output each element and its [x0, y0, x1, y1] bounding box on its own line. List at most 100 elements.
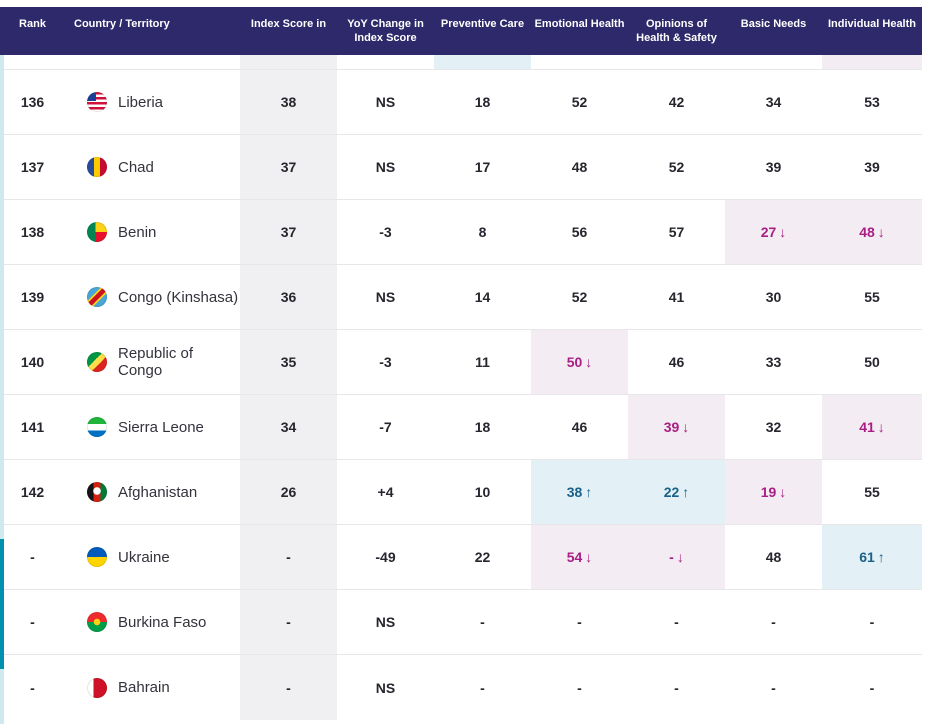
individual-health-cell: 55	[864, 289, 880, 305]
opinions-cell: 22 ↑	[628, 460, 725, 524]
index-score-cell: 38	[240, 70, 337, 134]
table-header-row: Rank Country / Territory Index Score in …	[0, 7, 922, 55]
partial-preventive-cell	[434, 55, 531, 69]
preventive-care-cell: -	[480, 679, 485, 696]
table-row: 136 Liberia 38 NS 18 52 42 34 53	[0, 70, 922, 135]
country-cell: Chad	[65, 135, 240, 199]
basic-needs-cell: 19 ↓	[725, 460, 822, 524]
rank-cell: 142	[20, 484, 45, 500]
metric-value: 41	[859, 419, 875, 435]
individual-health-cell: 41 ↓	[822, 395, 922, 459]
emotional-health-cell: 48	[571, 159, 588, 175]
basic-needs-cell: 33	[765, 354, 782, 370]
table-row: - Burkina Faso - NS - - - - -	[0, 590, 922, 655]
basic-needs-cell: 48	[765, 549, 782, 565]
trend-up-arrow-icon: ↑	[585, 484, 593, 500]
opinions-cell: - ↓	[628, 525, 725, 589]
rank-cell: 138	[20, 224, 45, 240]
partial-individual-cell	[822, 55, 922, 69]
country-cell: Ukraine	[65, 525, 240, 589]
basic-needs-cell: -	[771, 614, 776, 630]
country-cell: Republic of Congo	[65, 330, 240, 394]
trend-down-arrow-icon: ↓	[779, 224, 787, 240]
country-name: Congo (Kinshasa)	[118, 288, 239, 306]
vertical-scrollbar-track[interactable]	[0, 55, 4, 724]
emotional-health-cell: -	[577, 679, 582, 696]
index-score-cell: 37	[240, 200, 337, 264]
yoy-change-cell: -7	[379, 419, 392, 435]
yoy-change-cell: -3	[379, 354, 392, 370]
individual-health-cell: 53	[864, 94, 880, 110]
header-index-score: Index Score in	[250, 18, 327, 30]
trend-down-arrow-icon: ↓	[585, 354, 593, 370]
country-name: Benin	[118, 223, 157, 241]
header-country: Country / Territory	[74, 18, 170, 30]
metric-value: 61	[859, 549, 875, 565]
individual-health-cell: 48 ↓	[822, 200, 922, 264]
rank-cell: 139	[20, 289, 45, 305]
vertical-scrollbar-thumb[interactable]	[0, 539, 4, 669]
preventive-care-cell: 14	[474, 289, 491, 305]
burkina-faso-flag-icon	[87, 612, 107, 632]
republic-of-congo-flag-icon	[87, 352, 107, 372]
table-row: 137 Chad 37 NS 17 48 52 39 39	[0, 135, 922, 200]
basic-needs-cell: 34	[765, 94, 782, 110]
table-row: 140 Republic of Congo 35 -3 11 50 ↓ 46 33 50	[0, 330, 922, 395]
individual-health-cell: 39	[864, 159, 880, 175]
opinions-cell: 39 ↓	[628, 395, 725, 459]
basic-needs-cell: 27 ↓	[725, 200, 822, 264]
partial-row-above	[0, 55, 922, 70]
country-cell: Bahrain	[65, 655, 240, 720]
trend-up-arrow-icon: ↑	[877, 549, 885, 565]
top-strip	[0, 0, 922, 7]
emotional-health-cell: 46	[571, 419, 588, 435]
preventive-care-cell: 18	[474, 419, 491, 435]
individual-health-cell: -	[869, 614, 875, 630]
yoy-change-cell: -49	[375, 549, 396, 565]
yoy-change-cell: NS	[375, 679, 396, 696]
metric-value: 54	[566, 549, 583, 565]
bahrain-flag-icon	[87, 677, 107, 698]
metric-value: 38	[566, 484, 583, 500]
preventive-care-cell: 10	[474, 484, 491, 500]
trend-up-arrow-icon: ↑	[682, 484, 690, 500]
preventive-care-cell: 22	[474, 549, 491, 565]
header-rank: Rank	[19, 18, 46, 30]
rank-cell: -	[30, 549, 35, 565]
trend-down-arrow-icon: ↓	[877, 419, 885, 435]
preventive-care-cell: 17	[474, 159, 491, 175]
basic-needs-cell: 30	[765, 289, 782, 305]
emotional-health-cell: -	[577, 614, 582, 630]
sierra-leone-flag-icon	[87, 417, 107, 437]
liberia-flag-icon	[87, 92, 107, 112]
metric-value: 50	[566, 354, 583, 370]
index-score-cell: 35	[240, 330, 337, 394]
country-cell: Burkina Faso	[65, 590, 240, 654]
rank-cell: -	[30, 679, 35, 696]
country-cell: Sierra Leone	[65, 395, 240, 459]
yoy-change-cell: -3	[379, 224, 392, 240]
emotional-health-cell: 38 ↑	[531, 460, 628, 524]
country-cell: Afghanistan	[65, 460, 240, 524]
metric-value: 19	[760, 484, 777, 500]
index-score-cell: -	[240, 525, 337, 589]
table-row: 141 Sierra Leone 34 -7 18 46 39 ↓ 32 41 ↓	[0, 395, 922, 460]
emotional-health-cell: 56	[571, 224, 588, 240]
yoy-change-cell: NS	[375, 94, 396, 110]
metric-value: 48	[859, 224, 875, 240]
index-score-cell: 26	[240, 460, 337, 524]
rank-cell: -	[30, 614, 35, 630]
afghanistan-flag-icon	[87, 482, 107, 502]
individual-health-cell: 50	[864, 354, 880, 370]
metric-value: 22	[663, 484, 680, 500]
basic-needs-cell: 32	[765, 419, 782, 435]
header-basic-needs: Basic Needs	[740, 18, 807, 30]
country-name: Ukraine	[118, 548, 170, 566]
metric-value: 39	[663, 419, 680, 435]
emotional-health-cell: 52	[571, 289, 588, 305]
metric-value: -	[669, 549, 674, 565]
country-name: Liberia	[118, 93, 164, 111]
emotional-health-cell: 52	[571, 94, 588, 110]
basic-needs-cell: -	[771, 679, 776, 696]
country-name: Sierra Leone	[118, 418, 204, 436]
